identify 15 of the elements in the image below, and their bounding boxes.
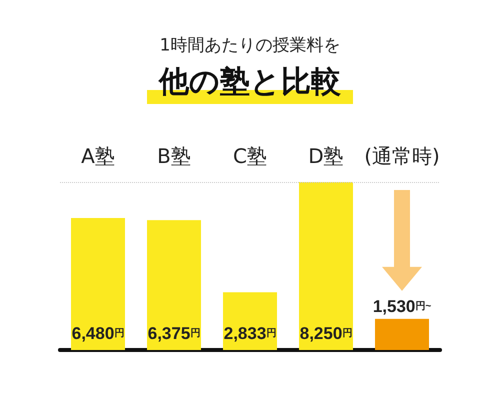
data-label: 6,480円 [72,324,124,343]
x-tick-label: C塾 [233,144,267,168]
chart-title: 1時間あたりの授業料を [160,36,340,56]
x-tick-label: A塾 [81,144,115,168]
data-label: 2,833円 [224,324,276,343]
bar [71,218,125,350]
data-label: 1,530円~ [372,296,432,316]
x-tick-label: (通常時) [364,144,440,168]
data-label: 8,250円 [300,324,352,343]
x-tick-label: D塾 [308,144,344,168]
bar [375,318,429,350]
bar [147,220,201,350]
data-label: 6,375円 [148,324,200,343]
bar [299,182,353,350]
x-tick-label: B塾 [157,144,191,168]
